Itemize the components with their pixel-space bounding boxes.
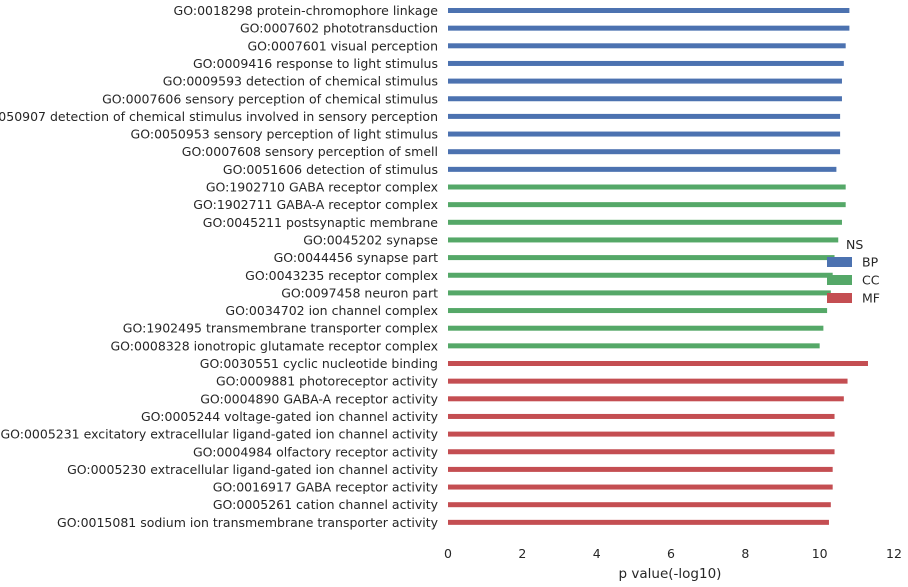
bar-mf [448, 431, 835, 437]
category-label: GO:1902495 transmembrane transporter com… [123, 321, 438, 336]
category-label: GO:0005231 excitatory extracellular liga… [0, 427, 438, 442]
bar-series [448, 8, 868, 525]
category-label: GO:0007601 visual perception [247, 38, 438, 53]
category-label: GO:0030551 cyclic nucleotide binding [200, 356, 438, 371]
bar-bp [448, 113, 841, 119]
legend-title: NS [846, 237, 863, 252]
category-label: GO:0045202 synapse [303, 232, 438, 247]
category-label: GO:0050953 sensory perception of light s… [131, 127, 438, 142]
category-label: GO:0005244 voltage-gated ion channel act… [141, 409, 439, 424]
bar-mf [448, 466, 833, 472]
category-label: GO:0008328 ionotropic glutamate receptor… [111, 338, 439, 353]
bar-cc [448, 272, 833, 278]
legend-label: BP [862, 255, 879, 270]
bar-cc [448, 308, 828, 314]
x-tick-label: 0 [444, 546, 452, 561]
category-label: GO:0005230 extracellular ligand-gated io… [67, 462, 439, 477]
x-tick-label: 4 [593, 546, 601, 561]
bar-cc [448, 202, 846, 208]
bar-mf [448, 519, 829, 525]
x-axis-title: p value(-log10) [619, 566, 722, 582]
category-label: GO:0004890 GABA-A receptor activity [200, 391, 438, 406]
bar-bp [448, 131, 841, 137]
x-tick-label: 12 [886, 546, 902, 561]
bar-bp [448, 43, 846, 49]
category-label: GO:1902710 GABA receptor complex [206, 180, 438, 195]
category-label: GO:0044456 synapse part [274, 250, 438, 265]
bar-cc [448, 237, 839, 243]
category-label: GO:0005261 cation channel activity [213, 497, 439, 512]
bar-mf [448, 361, 868, 366]
category-label: GO:0050907 detection of chemical stimulu… [0, 109, 438, 124]
category-label: GO:1902711 GABA-A receptor complex [193, 197, 438, 212]
legend-label: MF [862, 291, 880, 306]
x-tick-label: 10 [812, 546, 828, 561]
category-label: GO:0051606 detection of stimulus [223, 162, 438, 177]
category-label: GO:0045211 postsynaptic membrane [203, 215, 439, 230]
category-label: GO:0016917 GABA receptor activity [213, 480, 439, 495]
category-label: GO:0043235 receptor complex [245, 268, 438, 283]
x-tick-label: 8 [741, 546, 749, 561]
bar-bp [448, 166, 837, 172]
bar-mf [448, 413, 835, 419]
category-label: GO:0009881 photoreceptor activity [216, 374, 439, 389]
bar-cc [448, 219, 842, 225]
category-label: GO:0018298 protein-chromophore linkage [174, 3, 439, 18]
category-label: GO:0009593 detection of chemical stimulu… [163, 74, 438, 89]
x-axis-ticks: 0 2 4 6 8 10 12 [444, 546, 902, 561]
category-label: GO:0007608 sensory perception of smell [182, 144, 438, 159]
category-label: GO:0007606 sensory perception of chemica… [102, 91, 438, 106]
x-tick-label: 2 [518, 546, 526, 561]
bar-bp [448, 25, 850, 31]
bar-mf [448, 396, 844, 402]
bar-bp [448, 96, 842, 102]
category-label: GO:0004984 olfactory receptor activity [193, 444, 439, 459]
category-label: GO:0015081 sodium ion transmembrane tran… [57, 515, 439, 530]
bar-mf [448, 484, 833, 490]
bar-cc [448, 184, 846, 190]
category-label: GO:0034702 ion channel complex [225, 303, 438, 318]
bar-mf [448, 449, 835, 455]
bar-cc [448, 325, 824, 331]
legend-swatch-mf [827, 293, 852, 303]
category-label: GO:0009416 response to light stimulus [193, 56, 438, 71]
legend: NS BP CC MF [827, 237, 880, 306]
category-labels: GO:0018298 protein-chromophore linkage GO… [0, 3, 439, 530]
x-tick-label: 6 [667, 546, 675, 561]
bar-cc [448, 255, 835, 261]
bar-cc [448, 290, 831, 296]
category-label: GO:0097458 neuron part [281, 285, 438, 300]
bar-cc [448, 343, 820, 349]
category-label: GO:0007602 phototransduction [240, 21, 438, 36]
bar-mf [448, 378, 848, 384]
legend-label: CC [862, 273, 880, 288]
bar-bp [448, 149, 841, 155]
bar-bp [448, 78, 842, 84]
bar-bp [448, 8, 850, 13]
legend-swatch-bp [827, 257, 852, 267]
bar-bp [448, 60, 844, 66]
legend-swatch-cc [827, 275, 852, 285]
bar-mf [448, 502, 831, 508]
